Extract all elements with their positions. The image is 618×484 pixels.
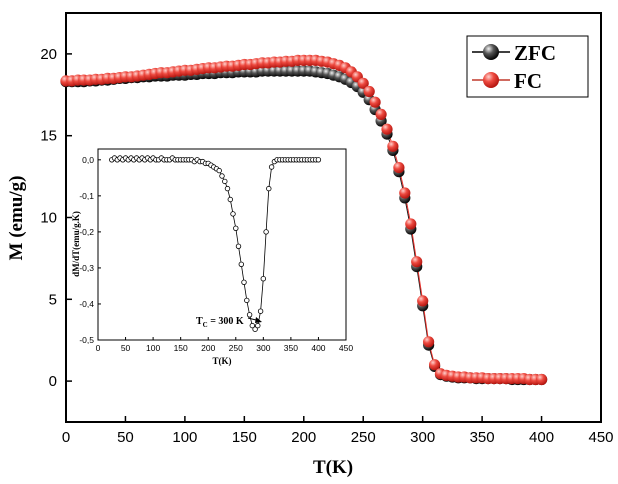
legend-zfc-marker	[483, 44, 499, 60]
main-x-tick-label: 250	[351, 429, 376, 446]
inset-point	[255, 322, 261, 329]
inset-point	[219, 173, 225, 179]
main-point-fc	[387, 140, 399, 152]
inset-x-axis: 0 50 100 150 200 250 300 350 400 450	[96, 337, 353, 353]
main-y-tick-label: 10	[40, 210, 57, 227]
main-series-layer	[60, 54, 548, 386]
main-point-fc	[357, 77, 369, 89]
inset-point	[268, 164, 275, 170]
inset-point	[227, 196, 233, 203]
main-x-axis-label: T(K)	[313, 457, 353, 478]
inset-x-tick-label: 450	[339, 343, 353, 353]
inset-y-tick-label: -0,2	[79, 227, 94, 237]
inset-point	[241, 279, 247, 285]
inset-x-tick-label: 300	[256, 343, 270, 353]
tc-value: = 300 K	[208, 316, 244, 327]
main-x-axis: 0 50 100 150 200 250 300 350 400 450	[62, 416, 614, 446]
main-point-fc	[423, 336, 435, 348]
inset-point	[315, 157, 322, 163]
main-y-tick-label: 5	[49, 291, 57, 308]
inset-y-tick-label: -0,1	[79, 191, 94, 201]
inset-x-tick-label: 350	[284, 343, 298, 353]
inset-point	[249, 322, 255, 329]
inset-y-tick-label: -0,5	[79, 335, 94, 345]
main-y-tick-label: 0	[49, 373, 57, 390]
main-x-tick-label: 200	[291, 429, 316, 446]
legend-fc-marker	[483, 72, 499, 88]
main-point-fc	[363, 85, 375, 98]
main-point-fc	[429, 359, 441, 371]
main-point-fc	[381, 123, 393, 135]
tc-annotation: TC = 300 K	[196, 316, 262, 329]
inset-point	[263, 229, 269, 235]
main-point-fc	[393, 162, 405, 174]
inset-point	[260, 276, 266, 282]
inset-x-tick-label: 50	[121, 343, 131, 353]
inset-point	[252, 326, 258, 332]
tc-symbol: T	[196, 316, 203, 327]
tc-subscript: C	[203, 321, 208, 329]
legend-zfc-label: ZFC	[514, 41, 556, 65]
inset-y-tick-label: 0,0	[82, 155, 94, 165]
legend: ZFC FC	[466, 35, 589, 98]
inset-point	[266, 185, 272, 192]
inset-x-tick-label: 0	[96, 343, 101, 353]
main-x-tick-label: 450	[588, 429, 613, 446]
main-y-axis-label: M (emu/g)	[6, 176, 27, 261]
tc-arrow-head	[255, 317, 262, 323]
inset-point	[246, 312, 253, 318]
inset-plot-frame	[97, 148, 347, 341]
inset-point	[233, 225, 239, 231]
inset-background	[85, 146, 353, 345]
main-point-fc	[375, 108, 387, 120]
inset-y-axis-label: dM/dT(emu/g.K)	[71, 211, 81, 277]
inset-x-tick-label: 250	[229, 343, 243, 353]
svg-text:TC = 300 K: TC = 300 K	[196, 316, 244, 329]
inset-point	[222, 178, 228, 185]
inset-point	[235, 243, 242, 249]
main-y-axis: 0 5 10 15 20	[40, 46, 72, 390]
inset-x-axis-label: T(K)	[213, 356, 232, 366]
legend-fc-label: FC	[514, 69, 542, 93]
inset-x-tick-label: 200	[201, 343, 215, 353]
inset-y-tick-label: -0,3	[79, 263, 94, 273]
inset-x-tick-label: 100	[146, 343, 160, 353]
inset-point	[257, 308, 264, 314]
main-x-tick-label: 300	[410, 429, 435, 446]
main-x-tick-label: 100	[172, 429, 197, 446]
main-point-fc	[417, 295, 429, 307]
main-x-tick-label: 50	[117, 429, 134, 446]
main-point-fc	[399, 187, 411, 199]
inset-x-tick-label: 150	[174, 343, 188, 353]
main-y-tick-label: 20	[40, 46, 57, 63]
main-x-tick-label: 400	[529, 429, 554, 446]
inset-y-axis: 0,0 -0,1 -0,2 -0,3 -0,4 -0,5	[79, 155, 101, 345]
main-y-tick-label: 15	[40, 128, 57, 145]
inset-series-layer	[109, 155, 322, 332]
main-x-tick-label: 0	[62, 429, 70, 446]
main-point-fc	[369, 96, 381, 108]
main-point-fc	[411, 256, 423, 268]
inset-point	[244, 297, 250, 304]
inset-point	[238, 261, 244, 267]
main-point-fc	[405, 218, 417, 230]
inset-y-tick-label: -0,4	[79, 299, 94, 309]
main-x-tick-label: 150	[232, 429, 257, 446]
inset-point	[216, 167, 222, 174]
inset-point	[224, 185, 231, 192]
inset-x-tick-label: 400	[311, 343, 325, 353]
main-point-fc	[536, 373, 548, 386]
inset-point	[230, 211, 236, 217]
main-x-tick-label: 350	[470, 429, 495, 446]
